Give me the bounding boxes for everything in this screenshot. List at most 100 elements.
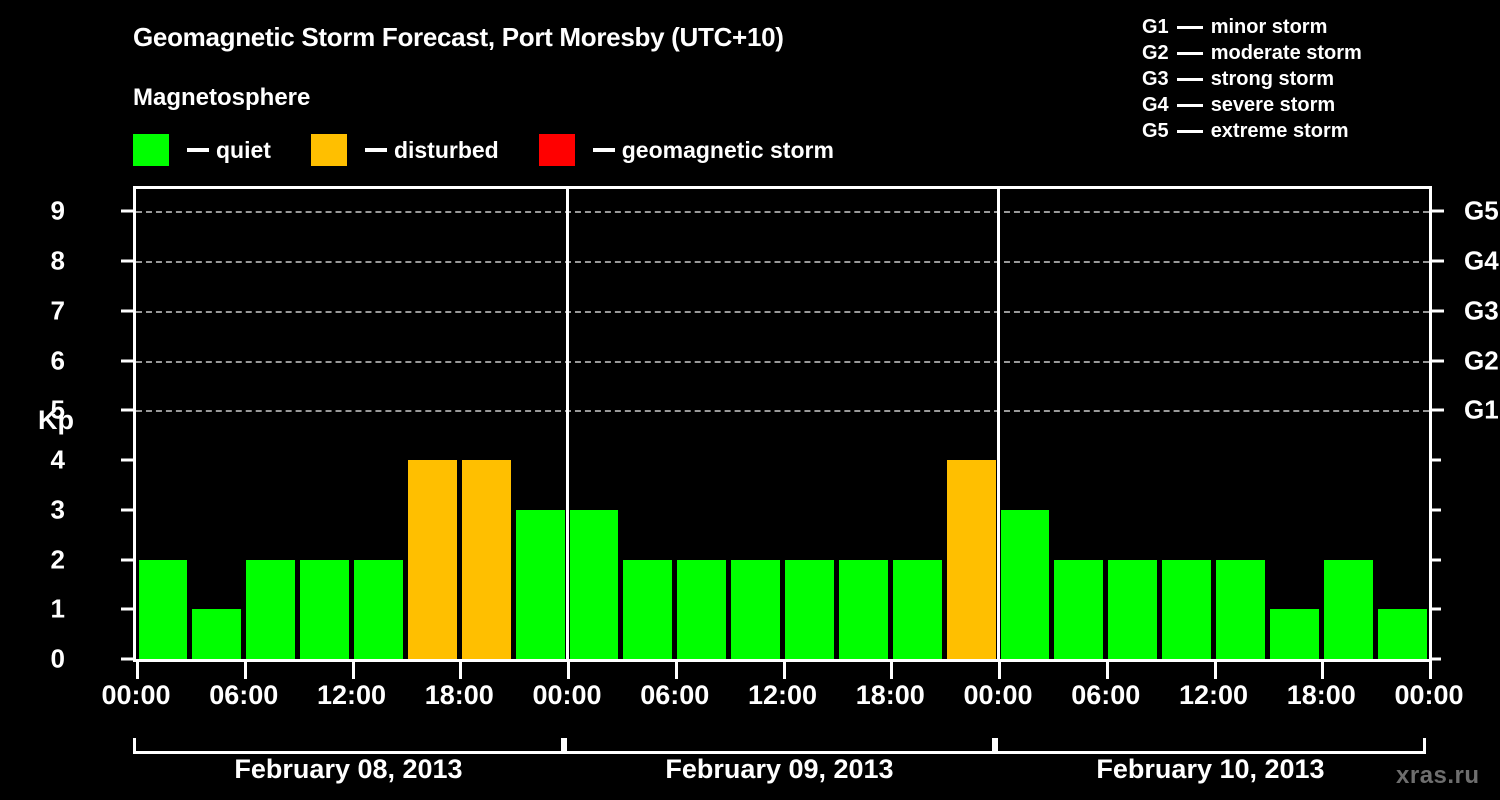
- x-tick-label-11: 18:00: [1286, 680, 1356, 710]
- day-divider-2: [996, 189, 1000, 659]
- bar-kp-8: [569, 509, 619, 659]
- g-scale-description: moderate storm: [1210, 42, 1362, 64]
- x-tick-label-7: 18:00: [855, 680, 925, 710]
- storm-color-swatch: [538, 134, 575, 166]
- g-scale-description: severe storm: [1210, 94, 1336, 116]
- y-tick-mark-1: [121, 607, 133, 611]
- bar-kp-20: [1216, 559, 1265, 659]
- x-tick-mark-3: [459, 662, 463, 679]
- date-bracket-2: [564, 738, 995, 754]
- g-scale-code: G3: [1142, 68, 1169, 90]
- g-scale-row-g4: G4 severe storm: [1142, 92, 1482, 118]
- g-scale-description: minor storm: [1210, 16, 1328, 38]
- y-tick-mark-9: [121, 209, 133, 213]
- plot-inner: [136, 189, 1429, 659]
- y-tick-label-7: 7: [50, 295, 65, 326]
- legend-dash-icon: [364, 148, 387, 152]
- bar-kp-15: [946, 460, 996, 659]
- bars-layer: [136, 189, 1429, 659]
- g-scale-code: G4: [1142, 94, 1169, 116]
- x-tick-label-1: 06:00: [209, 680, 279, 710]
- bar-kp-6: [461, 460, 511, 659]
- y-right-minor-tick-3: [1432, 508, 1441, 512]
- y-right-tick-label-g3: G3: [1464, 295, 1499, 326]
- y-right-minor-tick-2: [1432, 558, 1441, 562]
- x-tick-label-6: 12:00: [747, 680, 818, 710]
- bar-kp-5: [407, 460, 457, 659]
- bar-kp-7: [515, 509, 565, 659]
- bar-kp-12: [785, 559, 834, 659]
- y-tick-mark-0: [121, 657, 133, 661]
- em-dash-icon: [1176, 51, 1203, 55]
- bar-kp-23: [1377, 609, 1427, 659]
- y-tick-label-1: 1: [50, 593, 65, 624]
- y-right-tick-label-g2: G2: [1464, 345, 1499, 376]
- legend-label-storm: geomagnetic storm: [621, 136, 834, 163]
- bar-kp-1: [192, 609, 242, 659]
- y-right-tick-mark-g3: [1432, 309, 1444, 313]
- y-right-tick-label-g5: G5: [1464, 195, 1499, 226]
- em-dash-icon: [1176, 129, 1203, 133]
- y-tick-label-8: 8: [50, 245, 65, 276]
- gridline-kp-8: [136, 261, 1429, 264]
- x-tick-mark-7: [890, 662, 894, 679]
- y-right-tick-mark-g5: [1432, 209, 1444, 213]
- x-tick-label-3: 18:00: [424, 680, 494, 710]
- y-tick-label-2: 2: [50, 544, 65, 575]
- legend-entry-quiet: quiet: [133, 134, 271, 166]
- x-axis: 00:00 06:00 12:00 18:00 00:00 06:00 12:00 18:00…: [101, 662, 1464, 722]
- y-tick-label-6: 6: [50, 345, 65, 376]
- x-tick-mark-10: [1213, 662, 1217, 679]
- x-tick-label-8: 00:00: [963, 680, 1033, 710]
- bar-kp-19: [1162, 559, 1211, 659]
- y-tick-label-4: 4: [50, 444, 65, 475]
- y-axis-right: G1 G2 G3 G4 G5: [1432, 0, 1500, 800]
- g-scale-row-g2: G2 moderate storm: [1142, 40, 1482, 66]
- bar-kp-16: [1000, 509, 1050, 659]
- y-tick-label-5: 5: [50, 394, 65, 425]
- y-tick-mark-5: [121, 408, 133, 412]
- g-scale-description: strong storm: [1210, 68, 1335, 90]
- bar-kp-13: [838, 559, 888, 659]
- magnetosphere-label: Magnetosphere: [133, 84, 311, 111]
- date-bracket-3: [995, 738, 1426, 754]
- em-dash-icon: [1176, 103, 1203, 107]
- gridline-kp-6: [136, 360, 1429, 363]
- y-tick-mark-7: [121, 309, 133, 313]
- x-tick-label-4: 00:00: [532, 680, 602, 710]
- legend-entry-storm: geomagnetic storm: [538, 134, 834, 166]
- g-scale-code: G2: [1142, 42, 1169, 64]
- y-right-minor-tick-1: [1432, 607, 1441, 611]
- x-tick-mark-11: [1321, 662, 1325, 679]
- bar-kp-11: [731, 559, 780, 659]
- legend-dash-icon: [592, 148, 615, 152]
- bar-kp-0: [138, 559, 188, 659]
- y-tick-mark-4: [121, 458, 133, 462]
- bar-kp-21: [1269, 609, 1319, 659]
- y-tick-mark-2: [121, 558, 133, 562]
- bar-kp-14: [892, 559, 942, 659]
- g-scale-legend: G1 minor storm G2 moderate storm G3 strong st…: [1142, 14, 1482, 144]
- x-tick-mark-6: [782, 662, 786, 679]
- bar-kp-9: [623, 559, 673, 659]
- y-tick-label-3: 3: [50, 494, 65, 525]
- x-tick-label-0: 00:00: [101, 680, 171, 710]
- bar-kp-4: [354, 559, 403, 659]
- legend-dash-icon: [187, 148, 209, 152]
- y-tick-label-9: 9: [50, 195, 65, 226]
- bar-kp-18: [1108, 559, 1158, 659]
- y-right-tick-label-g1: G1: [1464, 394, 1499, 425]
- g-scale-code: G1: [1142, 16, 1169, 38]
- y-tick-label-0: 0: [50, 643, 65, 674]
- watermark: xras.ru: [1396, 762, 1480, 789]
- x-tick-label-12: 00:00: [1394, 680, 1464, 710]
- date-label-3: February 10, 2013: [1096, 754, 1325, 784]
- date-brackets: February 08, 2013 February 09, 2013 Februa…: [133, 738, 1432, 798]
- em-dash-icon: [1176, 77, 1203, 81]
- g-scale-row-g1: G1 minor storm: [1142, 14, 1482, 40]
- y-tick-mark-3: [121, 508, 133, 512]
- x-tick-mark-0: [136, 662, 139, 679]
- legend-label-quiet: quiet: [216, 136, 271, 163]
- legend-entry-disturbed: disturbed: [310, 134, 499, 166]
- gridline-kp-7: [136, 310, 1429, 313]
